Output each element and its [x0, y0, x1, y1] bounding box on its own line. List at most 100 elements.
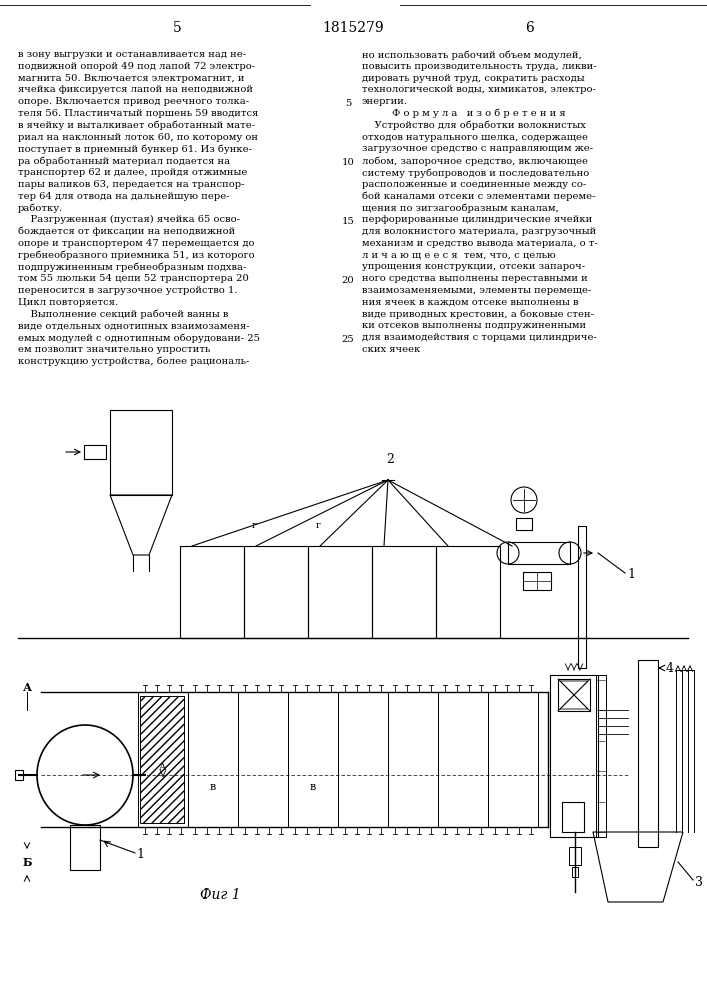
- Text: ских ячеек: ских ячеек: [362, 345, 421, 354]
- Text: опоре и транспортером 47 перемещается до: опоре и транспортером 47 перемещается до: [18, 239, 255, 248]
- Bar: [308, 546, 372, 638]
- Text: 6: 6: [525, 21, 534, 35]
- Text: ки отсеков выполнены подпружиненными: ки отсеков выполнены подпружиненными: [362, 321, 586, 330]
- Text: ем позволит значительно упростить: ем позволит значительно упростить: [18, 345, 211, 354]
- Text: Фиг 1: Фиг 1: [199, 888, 240, 902]
- Text: 20: 20: [341, 276, 354, 285]
- Text: г: г: [252, 521, 257, 530]
- Bar: [188, 692, 238, 827]
- Text: поступает в приемный бункер 61. Из бунке-: поступает в приемный бункер 61. Из бунке…: [18, 144, 252, 154]
- Text: теля 56. Пластинчатый поршень 59 вводится: теля 56. Пластинчатый поршень 59 вводитс…: [18, 109, 258, 118]
- Text: 5: 5: [345, 99, 351, 108]
- Text: повысить производительность труда, ликви-: повысить производительность труда, ликви…: [362, 62, 597, 71]
- Bar: [372, 546, 436, 638]
- Text: 2: 2: [386, 453, 394, 466]
- Bar: [438, 692, 488, 827]
- Bar: [523, 572, 551, 590]
- Bar: [578, 526, 586, 668]
- Text: гребнеобразного приемника 51, из которого: гребнеобразного приемника 51, из которог…: [18, 251, 255, 260]
- Text: загрузочное средство с направляющим же-: загрузочное средство с направляющим же-: [362, 144, 593, 153]
- Text: взаимозаменяемыми, элементы перемеще-: взаимозаменяемыми, элементы перемеще-: [362, 286, 591, 295]
- Text: 1: 1: [627, 568, 635, 582]
- Bar: [572, 867, 578, 877]
- Text: энергии.: энергии.: [362, 97, 408, 106]
- Text: виде приводных крестовин, а боковые стен-: виде приводных крестовин, а боковые стен…: [362, 310, 594, 319]
- Text: Выполнение секций рабочей ванны в: Выполнение секций рабочей ванны в: [18, 310, 228, 319]
- Text: Ф о р м у л а   и з о б р е т е н и я: Ф о р м у л а и з о б р е т е н и я: [392, 109, 566, 118]
- Bar: [638, 660, 658, 847]
- Text: 25: 25: [341, 335, 354, 344]
- Bar: [516, 518, 532, 530]
- Text: пары валиков 63, передается на транспор-: пары валиков 63, передается на транспор-: [18, 180, 245, 189]
- Bar: [550, 675, 598, 837]
- Bar: [70, 825, 100, 870]
- Text: Устройство для обработки волокнистых: Устройство для обработки волокнистых: [362, 121, 586, 130]
- Text: работку.: работку.: [18, 203, 63, 213]
- Text: переносится в загрузочное устройство 1.: переносится в загрузочное устройство 1.: [18, 286, 238, 295]
- Text: лобом, запорочное средство, включающее: лобом, запорочное средство, включающее: [362, 156, 588, 166]
- Text: 1815279: 1815279: [322, 21, 384, 35]
- Text: перфорированные цилиндрические ячейки: перфорированные цилиндрические ячейки: [362, 215, 592, 224]
- Text: механизм и средство вывода материала, о т-: механизм и средство вывода материала, о …: [362, 239, 597, 248]
- Text: ного средства выполнены переставными и: ного средства выполнены переставными и: [362, 274, 588, 283]
- Text: Б: Б: [22, 856, 32, 867]
- Bar: [15, 770, 23, 780]
- Text: для взаимодействия с торцами цилиндриче-: для взаимодействия с торцами цилиндриче-: [362, 333, 597, 342]
- Text: ра обработанный материал подается на: ра обработанный материал подается на: [18, 156, 230, 166]
- Text: транспортер 62 и далее, пройдя отжимные: транспортер 62 и далее, пройдя отжимные: [18, 168, 247, 177]
- Text: том 55 люльки 54 цепи 52 транспортера 20: том 55 люльки 54 цепи 52 транспортера 20: [18, 274, 249, 283]
- Text: щения по зигзагообразным каналам,: щения по зигзагообразным каналам,: [362, 203, 559, 213]
- Text: технологической воды, химикатов, электро-: технологической воды, химикатов, электро…: [362, 85, 596, 94]
- Text: Цикл повторяется.: Цикл повторяется.: [18, 298, 118, 307]
- Text: 1: 1: [136, 848, 144, 861]
- Text: 4: 4: [666, 662, 674, 674]
- Text: в ячейку и выталкивает обработанный мате-: в ячейку и выталкивает обработанный мате…: [18, 121, 255, 130]
- Bar: [596, 675, 606, 837]
- Text: в зону выгрузки и останавливается над не-: в зону выгрузки и останавливается над не…: [18, 50, 246, 59]
- Text: 5: 5: [173, 21, 182, 35]
- Bar: [238, 692, 288, 827]
- Bar: [138, 692, 188, 827]
- Text: дировать ручной труд, сократить расходы: дировать ручной труд, сократить расходы: [362, 74, 585, 83]
- Bar: [562, 802, 584, 832]
- Bar: [436, 546, 500, 638]
- Bar: [558, 679, 590, 711]
- Bar: [244, 546, 308, 638]
- Text: подпружиненным гребнеобразным подхва-: подпружиненным гребнеобразным подхва-: [18, 262, 246, 272]
- Bar: [338, 692, 388, 827]
- Text: ячейка фиксируется лапой на неподвижной: ячейка фиксируется лапой на неподвижной: [18, 85, 253, 94]
- Text: подвижной опорой 49 под лапой 72 электро-: подвижной опорой 49 под лапой 72 электро…: [18, 62, 255, 71]
- Text: расположенные и соединенные между со-: расположенные и соединенные между со-: [362, 180, 586, 189]
- Bar: [388, 692, 438, 827]
- Text: бождается от фиксации на неподвижной: бождается от фиксации на неподвижной: [18, 227, 235, 236]
- Bar: [569, 847, 581, 865]
- Bar: [508, 542, 570, 564]
- Bar: [180, 546, 244, 638]
- Text: емых модулей с однотипным оборудовани- 25: емых модулей с однотипным оборудовани- 2…: [18, 333, 260, 343]
- Text: риал на наклонный лоток 60, по которому он: риал на наклонный лоток 60, по которому …: [18, 133, 258, 142]
- Text: конструкцию устройства, более рациональ-: конструкцию устройства, более рациональ-: [18, 357, 250, 366]
- Text: виде отдельных однотипных взаимозаменя-: виде отдельных однотипных взаимозаменя-: [18, 321, 250, 330]
- Bar: [84, 445, 106, 459]
- Text: 10: 10: [341, 158, 354, 167]
- Bar: [140, 696, 184, 823]
- Text: тер 64 для отвода на дальнейшую пере-: тер 64 для отвода на дальнейшую пере-: [18, 192, 230, 201]
- Text: упрощения конструкции, отсеки запароч-: упрощения конструкции, отсеки запароч-: [362, 262, 585, 271]
- Text: А: А: [159, 762, 167, 772]
- Text: ния ячеек в каждом отсеке выполнены в: ния ячеек в каждом отсеке выполнены в: [362, 298, 578, 307]
- Text: магнита 50. Включается электромагнит, и: магнита 50. Включается электромагнит, и: [18, 74, 245, 83]
- Text: л и ч а ю щ е е с я  тем, что, с целью: л и ч а ю щ е е с я тем, что, с целью: [362, 251, 556, 260]
- Text: опоре. Включается привод реечного толка-: опоре. Включается привод реечного толка-: [18, 97, 249, 106]
- Text: г: г: [315, 521, 320, 530]
- Text: в: в: [210, 782, 216, 792]
- Bar: [288, 692, 338, 827]
- Text: Разгруженная (пустая) ячейка 65 осво-: Разгруженная (пустая) ячейка 65 осво-: [18, 215, 240, 224]
- Bar: [110, 410, 172, 495]
- Bar: [488, 692, 538, 827]
- Text: отходов натурального шелка, содержащее: отходов натурального шелка, содержащее: [362, 133, 588, 142]
- Text: 3: 3: [695, 876, 703, 888]
- Text: 15: 15: [341, 217, 354, 226]
- Text: для волокнистого материала, разгрузочный: для волокнистого материала, разгрузочный: [362, 227, 596, 236]
- Text: в: в: [310, 782, 316, 792]
- Text: но использовать рабочий объем модулей,: но использовать рабочий объем модулей,: [362, 50, 582, 60]
